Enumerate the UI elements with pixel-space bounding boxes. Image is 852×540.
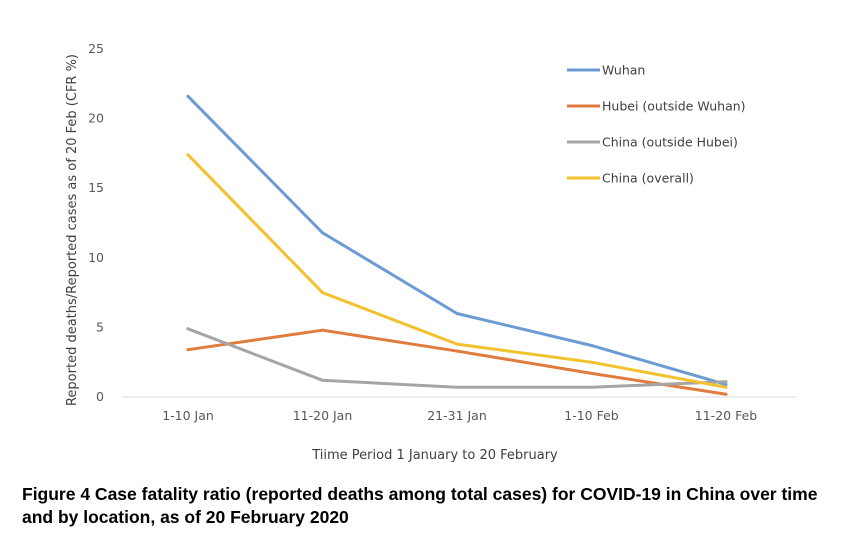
x-tick-label: 11-20 Feb — [695, 408, 757, 423]
data-point — [724, 380, 728, 384]
data-point — [455, 342, 459, 346]
legend: Wuhan Hubei (outside Wuhan) China (outside… — [567, 63, 746, 186]
data-point — [321, 291, 324, 295]
y-tick-label: 5 — [96, 319, 104, 334]
y-tick-label: 10 — [88, 250, 104, 265]
y-axis-title: Reported deaths/Reported cases as of 20 … — [65, 54, 80, 406]
data-point — [186, 153, 190, 157]
x-tick-label: 11-20 Jan — [293, 408, 353, 423]
data-point — [321, 231, 324, 235]
y-tick-label: 20 — [88, 111, 104, 126]
y-tick-labels: 0 5 10 15 20 25 — [88, 41, 104, 404]
y-tick-label: 25 — [88, 41, 104, 56]
data-point — [724, 382, 728, 386]
data-point — [321, 328, 324, 332]
data-point — [321, 378, 324, 382]
legend-label: China (overall) — [602, 171, 694, 186]
y-tick-label: 15 — [88, 180, 104, 195]
y-tick-label: 0 — [96, 389, 104, 404]
figure-caption: Figure 4 Case fatality ratio (reported d… — [22, 484, 818, 527]
legend-label: Wuhan — [602, 63, 645, 78]
data-point — [455, 349, 459, 353]
x-tick-label: 1-10 Feb — [564, 408, 619, 423]
data-point — [590, 360, 593, 364]
legend-label: Hubei (outside Wuhan) — [602, 99, 746, 114]
data-point — [590, 385, 593, 389]
data-point — [186, 348, 190, 352]
data-point — [590, 371, 593, 375]
data-point — [724, 392, 728, 396]
series-lines — [186, 94, 728, 396]
data-point — [455, 311, 459, 315]
data-point — [724, 385, 728, 389]
x-tick-label: 1-10 Jan — [162, 408, 214, 423]
data-point — [186, 327, 190, 331]
x-tick-label: 21-31 Jan — [427, 408, 487, 423]
data-point — [186, 94, 190, 98]
x-tick-labels: 1-10 Jan 11-20 Jan 21-31 Jan 1-10 Feb 11-20 … — [162, 408, 757, 423]
x-axis-title: Tiime Period 1 January to 20 February — [311, 448, 558, 463]
data-point — [590, 343, 593, 347]
data-point — [455, 385, 459, 389]
legend-label: China (outside Hubei) — [602, 135, 738, 150]
